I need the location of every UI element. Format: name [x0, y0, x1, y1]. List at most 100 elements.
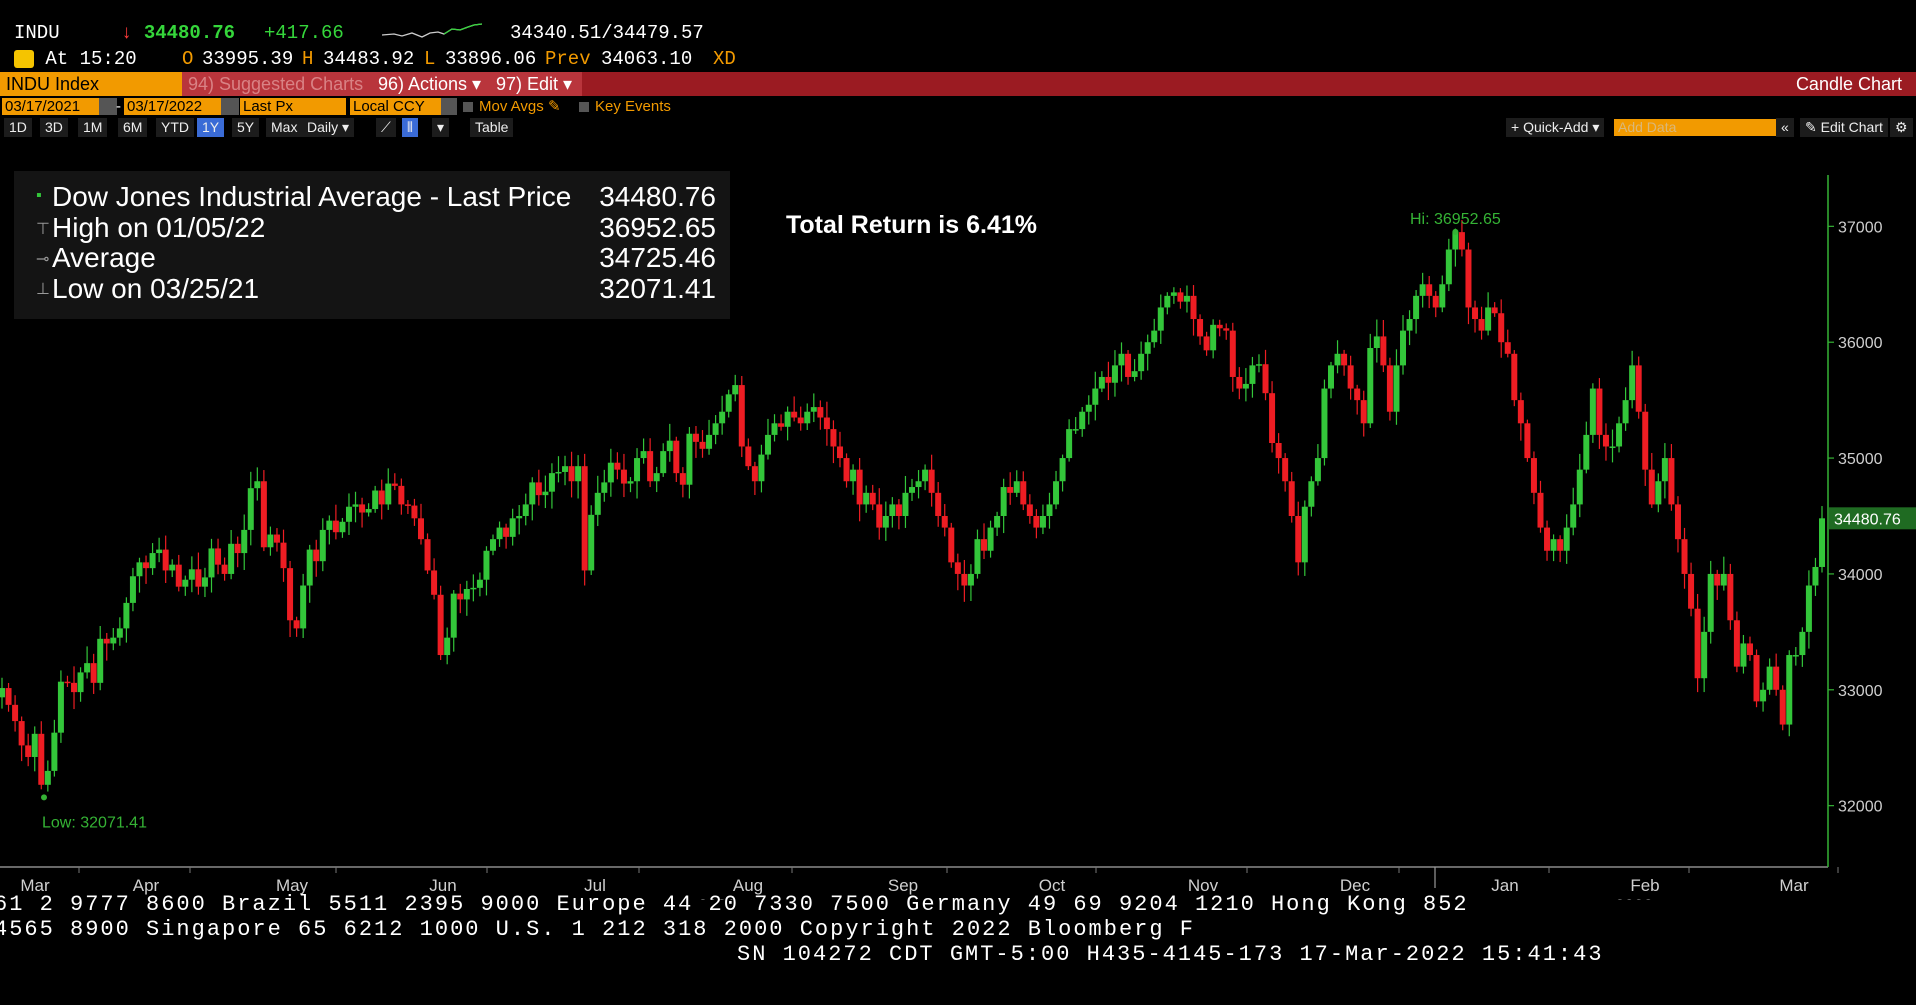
candle-body[interactable] — [162, 549, 169, 571]
candle-body[interactable] — [201, 577, 208, 587]
candle-body[interactable] — [319, 529, 326, 562]
candle-body[interactable] — [679, 473, 686, 485]
candle-body[interactable] — [522, 504, 529, 516]
table-button[interactable]: Table — [470, 118, 514, 137]
candle-body[interactable] — [967, 573, 974, 586]
candle-body[interactable] — [581, 466, 588, 571]
candle-body[interactable] — [64, 681, 71, 684]
candle-body[interactable] — [1439, 284, 1446, 308]
candle-body[interactable] — [182, 579, 189, 587]
candle-body[interactable] — [1242, 383, 1249, 389]
candle-body[interactable] — [994, 516, 1001, 528]
candle-chart[interactable]: 32000 33000 34000 35000 36000 37000 Hi: 36952.… — [0, 140, 1916, 900]
candle-body[interactable] — [1642, 411, 1649, 470]
candle-body[interactable] — [1426, 284, 1433, 296]
candle-body[interactable] — [738, 385, 745, 447]
candle-body[interactable] — [1000, 487, 1007, 516]
candle-body[interactable] — [1570, 504, 1577, 528]
key-events-toggle[interactable]: Key Events — [576, 98, 674, 115]
candle-body[interactable] — [529, 482, 536, 505]
candle-body[interactable] — [1026, 504, 1033, 516]
line-chart-icon[interactable]: ⟋ — [376, 118, 396, 137]
candle-body[interactable] — [84, 663, 91, 673]
candle-body[interactable] — [692, 433, 699, 442]
candle-body[interactable] — [686, 433, 693, 485]
candle-body[interactable] — [620, 469, 627, 484]
pencil-icon[interactable]: ✎ — [547, 98, 561, 115]
candle-body[interactable] — [247, 488, 254, 530]
candle-body[interactable] — [1504, 342, 1511, 354]
candle-body[interactable] — [1380, 336, 1387, 366]
candle-body[interactable] — [1301, 506, 1308, 563]
candle-body[interactable] — [457, 593, 464, 600]
candle-body[interactable] — [823, 417, 830, 430]
candle-body[interactable] — [647, 451, 654, 482]
candle-body[interactable] — [215, 548, 222, 565]
candle-body[interactable] — [1655, 481, 1662, 505]
candle-body[interactable] — [5, 688, 12, 705]
candle-body[interactable] — [1544, 527, 1551, 551]
candle-body[interactable] — [509, 518, 516, 537]
candle-body[interactable] — [378, 490, 385, 505]
candle-body[interactable] — [424, 539, 431, 571]
candle-body[interactable] — [948, 527, 955, 563]
candle-body[interactable] — [935, 492, 942, 516]
candle-body[interactable] — [1203, 336, 1210, 351]
candle-body[interactable] — [293, 620, 300, 629]
candle-body[interactable] — [1524, 423, 1531, 459]
candle-body[interactable] — [1786, 655, 1793, 725]
candle-body[interactable] — [1760, 689, 1767, 702]
candle-body[interactable] — [12, 704, 19, 722]
candle-body[interactable] — [97, 638, 104, 683]
candle-body[interactable] — [44, 770, 51, 785]
candle-body[interactable] — [981, 539, 988, 551]
calendar-icon[interactable] — [99, 98, 117, 115]
candle-body[interactable] — [1740, 643, 1747, 667]
candle-body[interactable] — [915, 481, 922, 488]
end-date-field[interactable]: 03/17/2022 — [124, 98, 222, 115]
candle-body[interactable] — [1157, 307, 1164, 331]
candle-body[interactable] — [71, 682, 78, 693]
candle-body[interactable] — [1701, 631, 1708, 679]
candle-body[interactable] — [260, 481, 267, 548]
candle-body[interactable] — [876, 504, 883, 528]
candle-body[interactable] — [1472, 307, 1479, 320]
candle-body[interactable] — [411, 505, 418, 519]
candle-body[interactable] — [745, 446, 752, 467]
currency-select[interactable]: Local CCY — [350, 98, 446, 115]
candle-body[interactable] — [1105, 376, 1112, 383]
candle-body[interactable] — [77, 672, 84, 693]
candle-body[interactable] — [1530, 458, 1537, 493]
candle-body[interactable] — [365, 509, 372, 513]
candle-body[interactable] — [241, 529, 248, 554]
candle-body[interactable] — [1688, 573, 1695, 609]
candle-body[interactable] — [954, 562, 961, 574]
candle-body[interactable] — [889, 504, 896, 516]
edit-chart-button[interactable]: ✎ Edit Chart — [1800, 118, 1888, 137]
candle-body[interactable] — [601, 482, 608, 493]
candle-body[interactable] — [1085, 404, 1092, 412]
candle-body[interactable] — [516, 516, 523, 519]
candle-body[interactable] — [1707, 573, 1714, 632]
range-button-ytd[interactable]: YTD — [156, 118, 194, 137]
candle-body[interactable] — [332, 520, 339, 533]
candle-body[interactable] — [1282, 458, 1289, 482]
candle-body[interactable] — [1419, 284, 1426, 296]
candle-body[interactable] — [1563, 527, 1570, 551]
candle-chart-icon[interactable]: ⫴ — [402, 118, 418, 137]
candle-body[interactable] — [208, 548, 215, 578]
range-button-6m[interactable]: 6M — [118, 118, 148, 137]
candle-body[interactable] — [614, 462, 621, 470]
candle-body[interactable] — [1020, 481, 1027, 505]
candle-body[interactable] — [732, 385, 739, 395]
candle-body[interactable] — [503, 527, 510, 537]
candle-body[interactable] — [778, 423, 785, 427]
candle-body[interactable] — [1413, 295, 1420, 320]
candle-body[interactable] — [1819, 518, 1825, 567]
candle-body[interactable] — [535, 482, 542, 496]
candle-body[interactable] — [1144, 342, 1151, 354]
candle-body[interactable] — [444, 637, 451, 656]
candle-body[interactable] — [784, 411, 791, 427]
gear-icon[interactable]: ⚙ — [1890, 118, 1913, 137]
range-button-3d[interactable]: 3D — [40, 118, 68, 137]
